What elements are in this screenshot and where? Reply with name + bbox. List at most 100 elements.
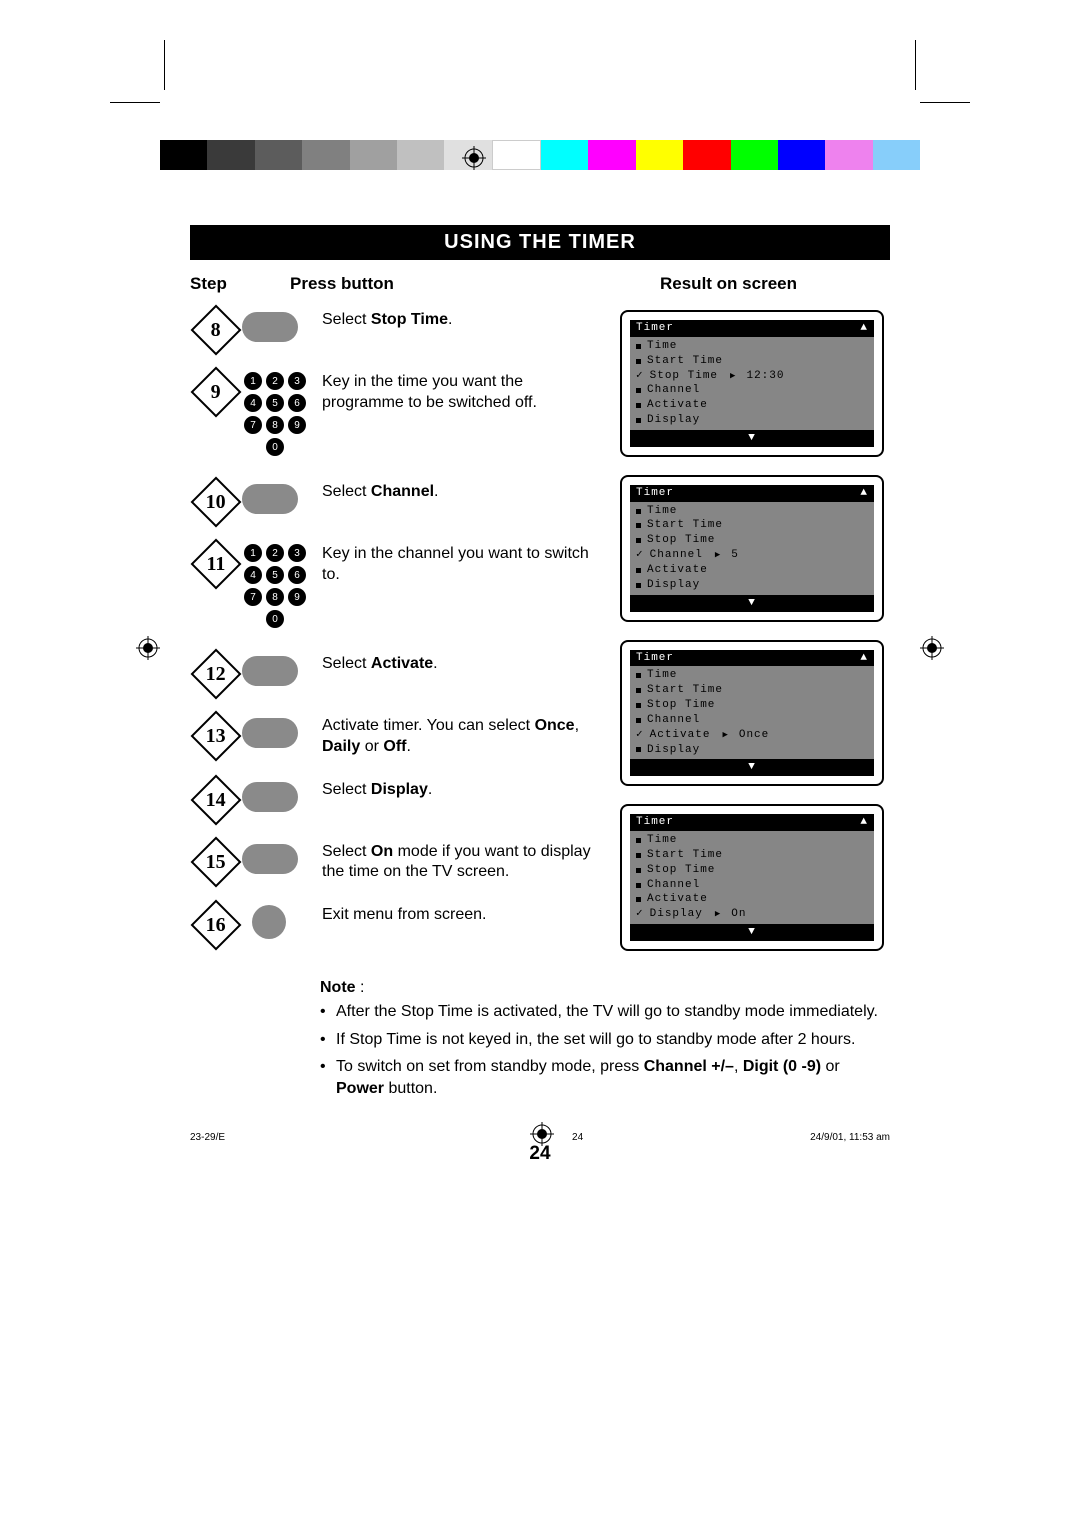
osd-item-label: Time [647, 668, 677, 683]
bullet-icon [636, 388, 641, 393]
right-arrow-icon [715, 907, 721, 922]
note-label: Note [320, 979, 356, 996]
bullet-icon [636, 688, 641, 693]
osd-menu-item: Time [636, 833, 868, 848]
step-description: Select Channel. [322, 482, 610, 503]
button-icon-cell [242, 842, 322, 874]
osd-item-value: 12:30 [746, 369, 784, 384]
osd-item-label: Time [647, 833, 677, 848]
check-icon [636, 728, 644, 743]
osd-menu-item: Time [636, 504, 868, 519]
up-arrow-icon: ▲ [860, 321, 868, 336]
step-description: Select On mode if you want to display th… [322, 842, 610, 884]
osd-item-label: Stop Time [647, 863, 715, 878]
down-arrow-icon: ▼ [630, 430, 874, 447]
osd-title: Timer [636, 486, 674, 501]
column-headers: Step Press button Result on screen [190, 274, 890, 294]
step-number-diamond: 9 [190, 372, 242, 412]
button-icon-cell: 1234567890 [242, 372, 322, 456]
osd-item-label: Channel [650, 548, 703, 563]
osd-item-label: Stop Time [647, 533, 715, 548]
step-number-diamond: 14 [190, 780, 242, 820]
osd-menu-item: Time [636, 668, 868, 683]
bullet-icon [636, 523, 641, 528]
bullet-icon [636, 509, 641, 514]
bullet-icon [636, 703, 641, 708]
remote-pill-button-icon [242, 656, 298, 686]
remote-keypad-icon: 1234567890 [242, 544, 306, 628]
osd-item-label: Display [650, 907, 703, 922]
step-number-diamond: 13 [190, 716, 242, 756]
header-step: Step [190, 274, 290, 294]
bullet-icon [636, 897, 641, 902]
footer-timestamp: 24/9/01, 11:53 am [810, 1132, 890, 1143]
osd-menu-item: Display On [636, 907, 868, 922]
osd-result-box: Timer▲TimeStart TimeStop TimeChannel5Act… [620, 475, 884, 622]
osd-menu: Timer▲TimeStart TimeStop Time12:30Channe… [630, 320, 874, 447]
osd-item-value: On [731, 907, 746, 922]
step-number-diamond: 12 [190, 654, 242, 694]
osd-menu-item: Start Time [636, 848, 868, 863]
section-title: USING THE TIMER [190, 225, 890, 260]
step-row: 8Select Stop Time. [190, 310, 610, 350]
bullet-icon [636, 883, 641, 888]
step-number-diamond: 15 [190, 842, 242, 882]
bullet-icon [636, 344, 641, 349]
osd-menu: Timer▲TimeStart TimeStop TimeChannelActi… [630, 814, 874, 941]
up-arrow-icon: ▲ [860, 486, 868, 501]
step-description: Select Display. [322, 780, 610, 801]
bullet-icon [636, 403, 641, 408]
osd-menu: Timer▲TimeStart TimeStop TimeChannelActi… [630, 650, 874, 777]
check-icon [636, 369, 644, 384]
check-icon [636, 907, 644, 922]
osd-menu-item: Channel5 [636, 548, 868, 563]
bullet-icon [636, 673, 641, 678]
osd-item-label: Start Time [647, 354, 723, 369]
right-arrow-icon [722, 728, 728, 743]
remote-pill-button-icon [242, 844, 298, 874]
osd-item-label: Channel [647, 713, 700, 728]
button-icon-cell [242, 482, 322, 514]
osd-result-box: Timer▲TimeStart TimeStop Time12:30Channe… [620, 310, 884, 457]
up-arrow-icon: ▲ [860, 815, 868, 830]
right-arrow-icon [730, 369, 736, 384]
step-row: 91234567890Key in the time you want the … [190, 372, 610, 456]
osd-item-label: Activate [647, 892, 708, 907]
osd-item-label: Stop Time [650, 369, 718, 384]
bullet-icon [636, 853, 641, 858]
osd-menu-item: Stop Time [636, 698, 868, 713]
button-icon-cell [242, 905, 322, 939]
osd-menu-item: Display [636, 578, 868, 593]
step-description: Select Stop Time. [322, 310, 610, 331]
osd-item-label: Display [647, 413, 700, 428]
osd-result-box: Timer▲TimeStart TimeStop TimeChannelActi… [620, 640, 884, 787]
page-content: USING THE TIMER Step Press button Result… [190, 225, 890, 1165]
bullet-icon [636, 583, 641, 588]
note-item: If Stop Time is not keyed in, the set wi… [320, 1029, 890, 1051]
note-item: After the Stop Time is activated, the TV… [320, 1001, 890, 1023]
footer-doc-id: 23-29/E [190, 1132, 225, 1143]
osd-result-box: Timer▲TimeStart TimeStop TimeChannelActi… [620, 804, 884, 951]
osd-menu-item: Activate [636, 398, 868, 413]
step-description: Select Activate. [322, 654, 610, 675]
step-number-diamond: 11 [190, 544, 242, 584]
osd-menu-item: Activate [636, 563, 868, 578]
osd-menu-item: Start Time [636, 354, 868, 369]
osd-title: Timer [636, 321, 674, 336]
osd-menu-item: Display [636, 743, 868, 758]
osd-item-value: Once [739, 728, 769, 743]
osd-item-label: Start Time [647, 848, 723, 863]
bullet-icon [636, 747, 641, 752]
step-description: Key in the channel you want to switch to… [322, 544, 610, 586]
step-number-diamond: 16 [190, 905, 242, 945]
footer-page: 24 [572, 1132, 583, 1143]
osd-menu-item: Stop Time [636, 863, 868, 878]
osd-menu-item: Start Time [636, 683, 868, 698]
step-number-diamond: 10 [190, 482, 242, 522]
button-icon-cell [242, 780, 322, 812]
bullet-icon [636, 718, 641, 723]
step-row: 15 Select On mode if you want to display … [190, 842, 610, 884]
osd-item-label: Time [647, 504, 677, 519]
remote-pill-button-icon [242, 782, 298, 812]
bullet-icon [636, 868, 641, 873]
